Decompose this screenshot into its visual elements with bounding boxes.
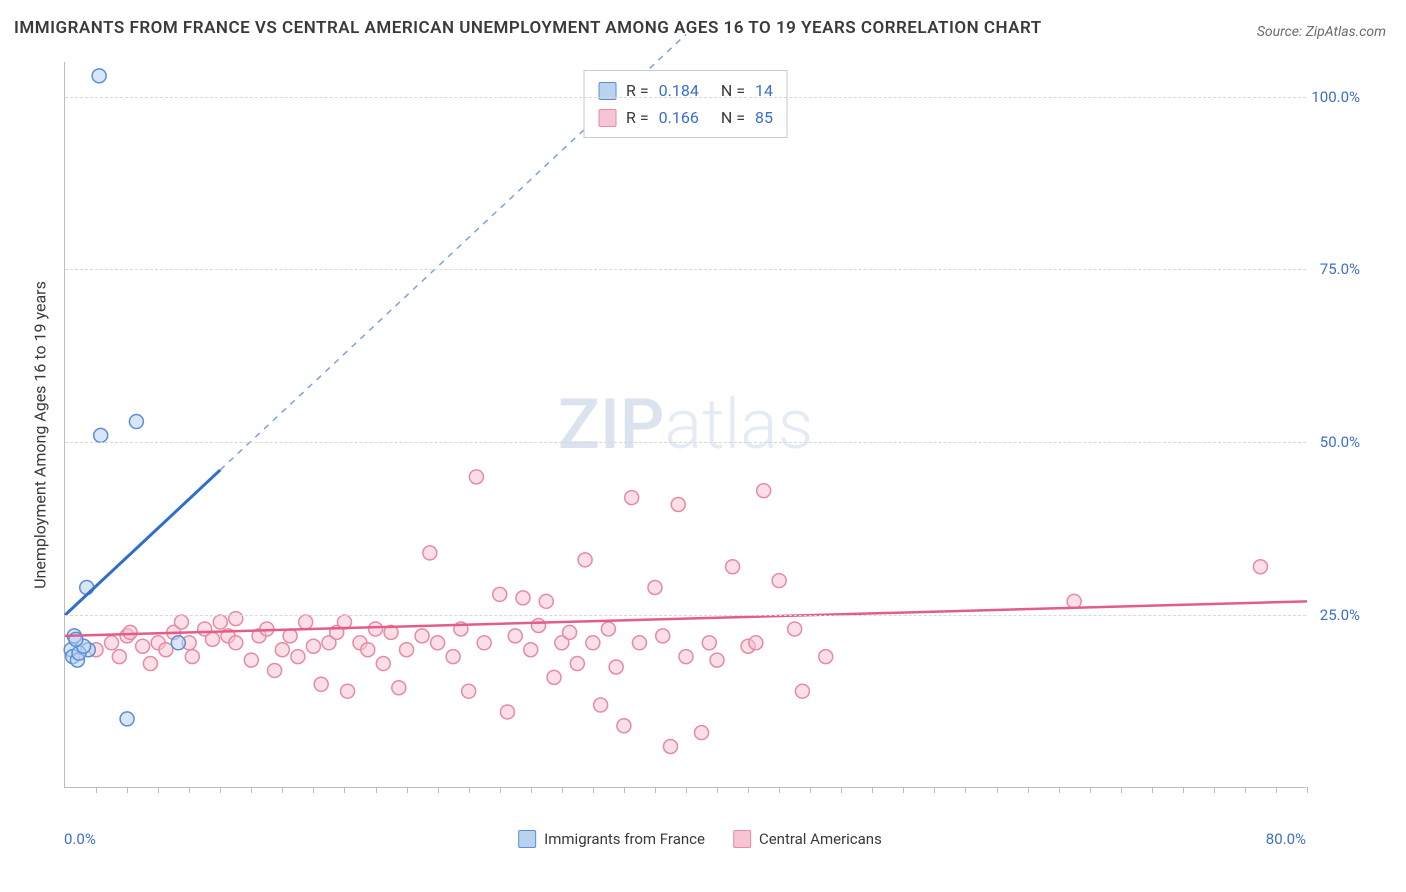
n-value-1: 14: [755, 77, 773, 104]
x-tick: [500, 787, 501, 793]
legend-item-central: Central Americans: [733, 830, 882, 848]
chart-area: Unemployment Among Ages 16 to 19 years Z…: [50, 50, 1350, 820]
x-tick-max: 80.0%: [1266, 830, 1306, 848]
x-tick: [158, 787, 159, 793]
y-tick-label: 75.0%: [1320, 260, 1360, 278]
y-tick-label: 25.0%: [1320, 606, 1360, 624]
legend-item-france: Immigrants from France: [518, 830, 705, 848]
y-axis-label: Unemployment Among Ages 16 to 19 years: [31, 281, 50, 589]
x-tick: [717, 787, 718, 793]
legend-label-france: Immigrants from France: [544, 830, 705, 848]
x-tick: [1245, 787, 1246, 793]
gridline: [65, 269, 1306, 270]
x-tick: [965, 787, 966, 793]
x-tick: [220, 787, 221, 793]
r-label: R =: [626, 77, 649, 104]
source-citation: Source: ZipAtlas.com: [1257, 24, 1386, 40]
chart-title: IMMIGRANTS FROM FRANCE VS CENTRAL AMERIC…: [14, 18, 1042, 38]
correlation-row-1: R = 0.184 N = 14: [598, 77, 773, 104]
x-tick: [872, 787, 873, 793]
x-tick: [469, 787, 470, 793]
r-value-1: 0.184: [659, 77, 699, 104]
x-tick: [934, 787, 935, 793]
n-label: N =: [721, 77, 745, 104]
x-tick: [1059, 787, 1060, 793]
swatch-central-icon: [733, 830, 751, 848]
x-tick: [1028, 787, 1029, 793]
x-tick: [1090, 787, 1091, 793]
x-tick: [903, 787, 904, 793]
legend-label-central: Central Americans: [759, 830, 882, 848]
x-tick: [313, 787, 314, 793]
x-tick: [1214, 787, 1215, 793]
swatch-central-icon: [598, 109, 616, 127]
correlation-row-2: R = 0.166 N = 85: [598, 104, 773, 131]
x-tick: [127, 787, 128, 793]
x-tick: [624, 787, 625, 793]
x-tick: [1152, 787, 1153, 793]
x-tick: [841, 787, 842, 793]
x-tick: [1183, 787, 1184, 793]
x-tick: [407, 787, 408, 793]
x-tick: [344, 787, 345, 793]
x-tick: [531, 787, 532, 793]
scatter-plot: ZIPatlas R = 0.184 N = 14 R = 0.166 N = …: [64, 62, 1306, 788]
x-tick: [562, 787, 563, 793]
r-value-2: 0.166: [659, 104, 699, 131]
gridline: [65, 615, 1306, 616]
plot-svg: [65, 62, 1307, 788]
x-tick: [438, 787, 439, 793]
x-tick-min: 0.0%: [64, 830, 96, 848]
n-label: N =: [721, 104, 745, 131]
x-tick: [376, 787, 377, 793]
x-tick: [251, 787, 252, 793]
x-tick: [282, 787, 283, 793]
x-tick: [779, 787, 780, 793]
r-label: R =: [626, 104, 649, 131]
x-tick: [997, 787, 998, 793]
x-tick: [655, 787, 656, 793]
series-legend: Immigrants from France Central Americans: [518, 830, 882, 848]
x-tick: [593, 787, 594, 793]
x-tick: [96, 787, 97, 793]
x-tick: [1121, 787, 1122, 793]
swatch-france-icon: [518, 830, 536, 848]
x-tick: [1307, 787, 1308, 793]
y-tick-label: 100.0%: [1311, 88, 1360, 106]
x-tick: [1276, 787, 1277, 793]
correlation-legend: R = 0.184 N = 14 R = 0.166 N = 85: [583, 70, 788, 138]
y-tick-label: 50.0%: [1320, 433, 1360, 451]
x-tick: [686, 787, 687, 793]
x-tick: [189, 787, 190, 793]
x-tick: [810, 787, 811, 793]
gridline: [65, 97, 1306, 98]
gridline: [65, 442, 1306, 443]
x-tick: [748, 787, 749, 793]
n-value-2: 85: [755, 104, 773, 131]
